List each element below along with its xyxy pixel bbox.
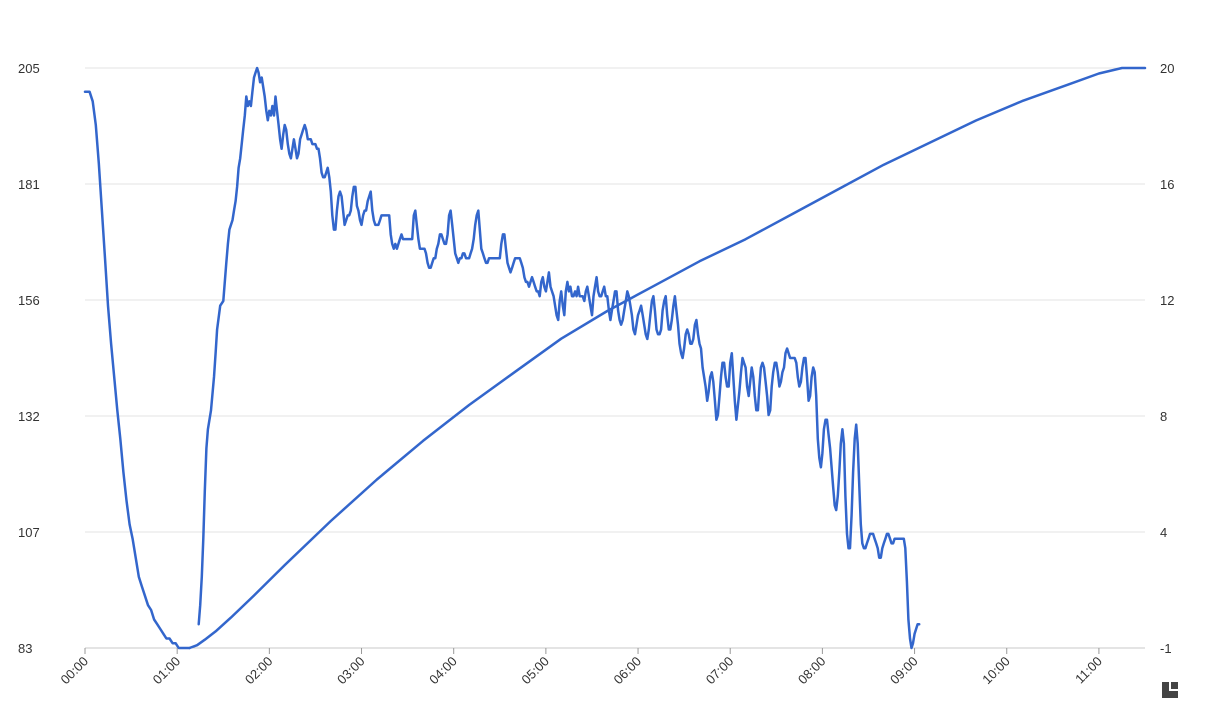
x-tick-label: 07:00 — [703, 654, 737, 688]
grid-lines — [85, 67, 1145, 533]
x-tick-label: 03:00 — [334, 654, 368, 688]
series-line-left — [83, 66, 921, 650]
left-tick-label: 132 — [18, 409, 40, 424]
x-tick-label: 05:00 — [518, 654, 552, 688]
left-tick-label: 107 — [18, 525, 40, 540]
x-tick-label: 04:00 — [426, 654, 460, 688]
x-tick-label: 09:00 — [887, 654, 921, 688]
right-tick-label: 12 — [1160, 293, 1174, 308]
x-axis-ticks: 00:00 01:00 02:00 03:00 04:00 05:00 06:00 07:00… — [58, 648, 1105, 688]
x-tick-label: 10:00 — [979, 654, 1013, 688]
x-tick-label: 01:00 — [150, 654, 184, 688]
brand-logo-icon — [1162, 682, 1178, 698]
x-tick-label: 08:00 — [795, 654, 829, 688]
right-axis-ticks: -1 4 8 12 16 20 — [1160, 61, 1174, 656]
right-tick-label: 16 — [1160, 177, 1174, 192]
right-tick-label: 4 — [1160, 525, 1167, 540]
left-tick-label: 83 — [18, 641, 32, 656]
right-tick-label: 20 — [1160, 61, 1174, 76]
x-tick-label: 11:00 — [1072, 654, 1105, 687]
right-tick-label: 8 — [1160, 409, 1167, 424]
left-tick-label: 205 — [18, 61, 40, 76]
left-tick-label: 156 — [18, 293, 40, 308]
x-tick-label: 00:00 — [58, 654, 92, 688]
right-tick-label: -1 — [1160, 641, 1172, 656]
series-line-right — [188, 66, 1147, 650]
left-tick-label: 181 — [18, 177, 40, 192]
x-tick-label: 02:00 — [242, 654, 276, 688]
left-axis-ticks: 83 107 132 156 181 205 — [18, 61, 40, 656]
series-group — [83, 66, 1147, 650]
x-tick-label: 06:00 — [611, 654, 645, 688]
